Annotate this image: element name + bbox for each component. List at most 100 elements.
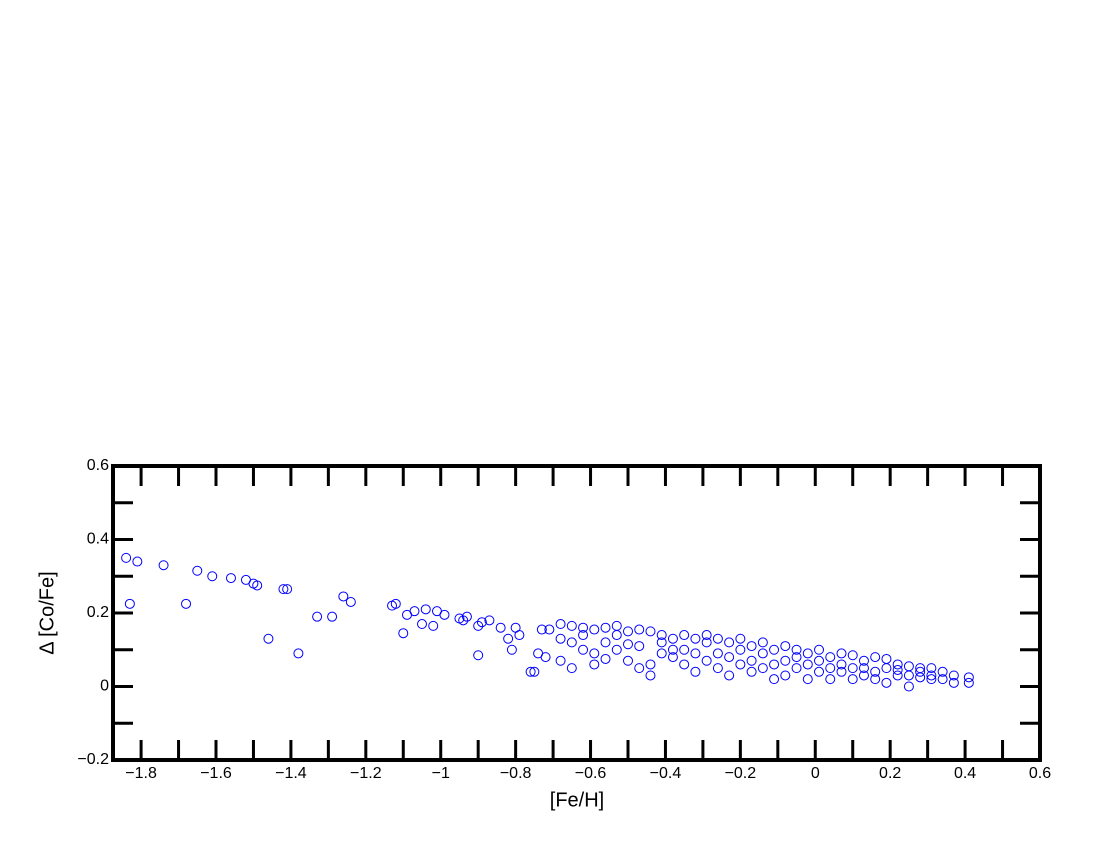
point	[825, 674, 836, 685]
point	[735, 633, 746, 644]
point	[735, 644, 746, 655]
point	[578, 644, 589, 655]
x-tick-label: −1.2	[350, 765, 382, 782]
point	[836, 648, 847, 659]
point	[926, 674, 937, 685]
point	[645, 670, 656, 681]
x-tick-label: −1.4	[275, 765, 307, 782]
point	[473, 650, 484, 661]
point	[746, 641, 757, 652]
point	[611, 630, 622, 641]
point	[656, 648, 667, 659]
point	[690, 666, 701, 677]
x-tick-label: −0.8	[500, 765, 532, 782]
point	[536, 624, 547, 635]
point	[769, 674, 780, 685]
point	[690, 648, 701, 659]
point	[611, 644, 622, 655]
point	[540, 652, 551, 663]
y-tick-label: 0.4	[87, 531, 109, 548]
point	[578, 622, 589, 633]
point	[529, 666, 540, 677]
point	[802, 659, 813, 670]
plot-frame	[111, 464, 1042, 762]
point	[963, 672, 974, 683]
point	[525, 666, 536, 677]
point	[903, 661, 914, 672]
point	[555, 655, 566, 666]
point	[338, 591, 349, 602]
x-tick-label: −1.6	[200, 765, 232, 782]
point	[345, 596, 356, 607]
x-tick-label: 0.2	[879, 765, 901, 782]
point	[600, 622, 611, 633]
point	[495, 622, 506, 633]
point	[634, 624, 645, 635]
point	[769, 644, 780, 655]
point	[791, 663, 802, 674]
point	[870, 666, 881, 677]
point	[802, 674, 813, 685]
y-tick-label: 0	[100, 678, 109, 695]
x-tick-label: −1.8	[125, 765, 157, 782]
point	[121, 552, 132, 563]
point	[870, 674, 881, 685]
point	[858, 670, 869, 681]
point	[611, 620, 622, 631]
point	[158, 560, 169, 571]
point	[458, 615, 469, 626]
point	[476, 617, 487, 628]
x-tick-label: −0.2	[725, 765, 757, 782]
point	[181, 598, 192, 609]
point	[948, 677, 959, 688]
y-tick-label: 0.6	[87, 457, 109, 474]
point	[555, 619, 566, 630]
point	[858, 655, 869, 666]
point	[544, 624, 555, 635]
point	[724, 670, 735, 681]
point	[225, 573, 236, 584]
point	[712, 633, 723, 644]
x-axis-label: [Fe/H]	[550, 789, 604, 811]
point	[937, 666, 948, 677]
point	[282, 584, 293, 595]
point	[847, 650, 858, 661]
point	[858, 663, 869, 674]
point	[623, 655, 633, 666]
point	[791, 644, 802, 655]
point	[293, 648, 304, 659]
point	[398, 628, 409, 639]
point	[417, 619, 427, 630]
point	[870, 652, 881, 663]
point	[926, 670, 937, 681]
point	[409, 606, 420, 617]
point	[892, 659, 903, 670]
point	[735, 659, 746, 670]
point	[814, 655, 825, 666]
point	[836, 659, 847, 670]
point	[503, 633, 514, 644]
point	[439, 609, 450, 620]
point	[724, 652, 735, 663]
point	[484, 615, 495, 626]
x-tick-label: −0.4	[650, 765, 682, 782]
point	[701, 630, 712, 641]
y-axis-label: Δ [Co/Fe]	[36, 571, 58, 654]
point	[926, 663, 937, 674]
point	[746, 666, 757, 677]
point	[514, 630, 525, 641]
point	[757, 637, 768, 648]
point	[701, 637, 712, 648]
point	[690, 633, 701, 644]
point	[757, 663, 768, 674]
point	[746, 655, 757, 666]
point	[791, 652, 802, 663]
point	[915, 672, 926, 683]
point	[461, 611, 472, 622]
point	[589, 624, 600, 635]
point	[802, 648, 813, 659]
point	[420, 604, 431, 615]
point	[312, 611, 323, 622]
point	[825, 652, 836, 663]
